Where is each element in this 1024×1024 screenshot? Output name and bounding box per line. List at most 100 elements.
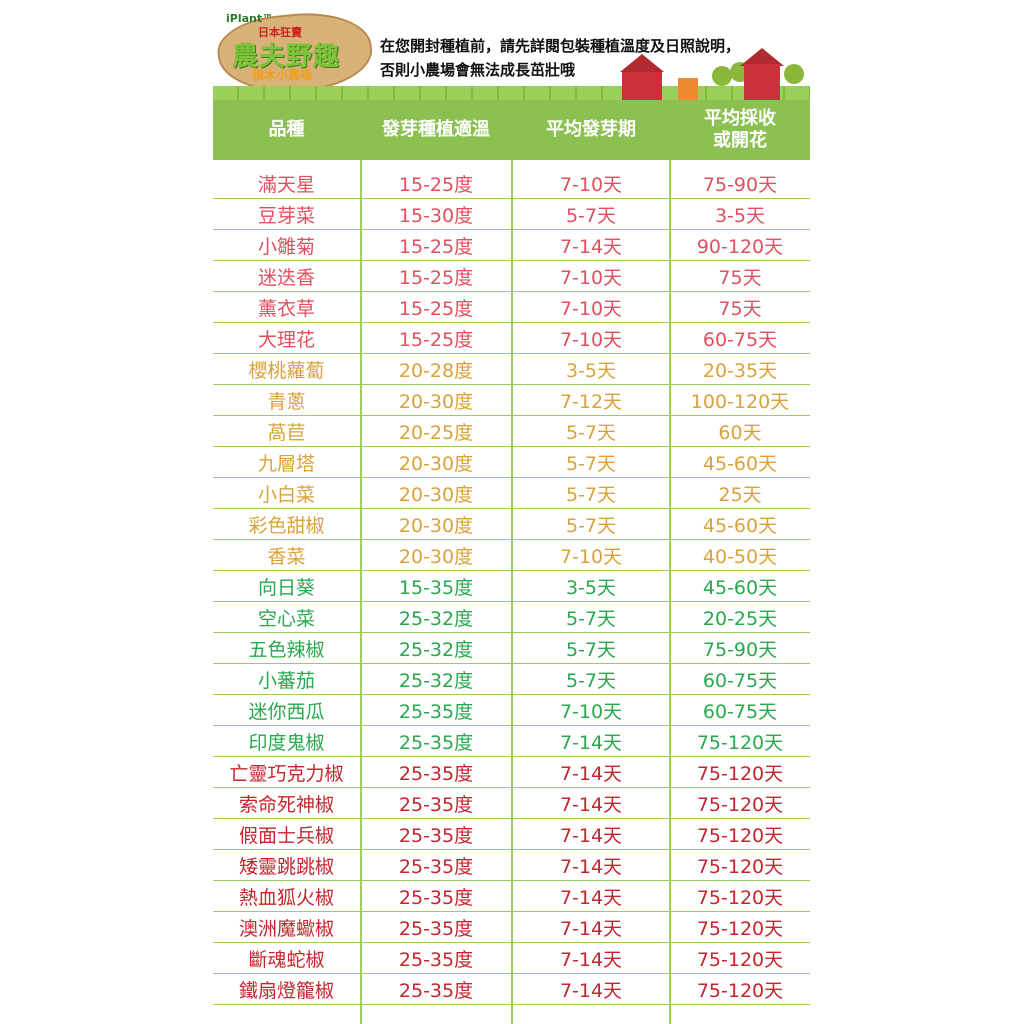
harvest-cell: 75-120天 xyxy=(696,855,784,878)
germination-cell: 5-7天 xyxy=(565,452,617,475)
temperature-cell: 15-30度 xyxy=(398,204,474,227)
harvest-cell: 60-75天 xyxy=(702,328,778,351)
harvest-cell: 75-120天 xyxy=(696,793,784,816)
table-row: 向日葵 15-35度 3-5天 45-60天 xyxy=(213,571,810,602)
variety-cell: 斷魂蛇椒 xyxy=(248,948,325,971)
variety-cell: 熱血狐火椒 xyxy=(238,886,334,909)
harvest-cell: 60-75天 xyxy=(702,700,778,723)
variety-cell: 櫻桃蘿蔔 xyxy=(248,359,325,382)
temperature-cell: 20-30度 xyxy=(398,545,474,568)
harvest-cell: 3-5天 xyxy=(714,204,766,227)
germination-cell: 7-14天 xyxy=(559,824,623,847)
temperature-cell: 20-30度 xyxy=(398,514,474,537)
column-divider xyxy=(360,160,362,1024)
sign-sub-text: 積木小農場 xyxy=(252,68,313,82)
house-roof-icon xyxy=(620,54,664,72)
germination-cell: 5-7天 xyxy=(565,669,617,692)
temperature-cell: 25-32度 xyxy=(398,607,474,630)
variety-cell: 空心菜 xyxy=(257,607,315,630)
variety-cell: 印度鬼椒 xyxy=(248,731,325,754)
germination-cell: 5-7天 xyxy=(565,204,617,227)
germination-cell: 7-14天 xyxy=(559,793,623,816)
notice-line-1: 在您開封種植前，請先詳閱包裝種植溫度及日照說明， xyxy=(380,37,741,55)
harvest-cell: 40-50天 xyxy=(702,545,778,568)
harvest-cell: 75天 xyxy=(718,266,762,289)
temperature-cell: 20-30度 xyxy=(398,483,474,506)
table-row: 亡靈巧克力椒 25-35度 7-14天 75-120天 xyxy=(213,757,810,788)
harvest-cell: 75-120天 xyxy=(696,824,784,847)
harvest-cell: 75-120天 xyxy=(696,731,784,754)
variety-cell: 九層塔 xyxy=(257,452,315,475)
variety-cell: 澳洲魔蠍椒 xyxy=(238,917,334,940)
variety-cell: 萵苣 xyxy=(267,421,306,444)
variety-cell: 五色辣椒 xyxy=(248,638,325,661)
germination-cell: 5-7天 xyxy=(565,638,617,661)
harvest-cell: 45-60天 xyxy=(702,514,778,537)
table-row: 鐵扇燈籠椒 25-35度 7-14天 75-120天 xyxy=(213,974,810,1005)
column-divider xyxy=(511,160,513,1024)
variety-cell: 假面士兵椒 xyxy=(238,824,334,847)
table-row: 豆芽菜 15-30度 5-7天 3-5天 xyxy=(213,199,810,230)
harvest-cell: 75-120天 xyxy=(696,979,784,1002)
harvest-cell: 75-90天 xyxy=(702,638,778,661)
header-germination: 平均發芽期 xyxy=(546,119,636,140)
temperature-cell: 25-32度 xyxy=(398,638,474,661)
temperature-cell: 25-35度 xyxy=(398,700,474,723)
notice-text: 在您開封種植前，請先詳閱包裝種植溫度及日照說明， 否則小農場會無法成長茁壯哦 xyxy=(380,34,740,82)
harvest-cell: 75-90天 xyxy=(702,173,778,196)
table-row: 熱血狐火椒 25-35度 7-14天 75-120天 xyxy=(213,881,810,912)
brand-logo: iPlant™ xyxy=(226,12,274,25)
germination-cell: 7-14天 xyxy=(559,731,623,754)
variety-cell: 亡靈巧克力椒 xyxy=(229,762,344,785)
germination-cell: 5-7天 xyxy=(565,421,617,444)
temperature-cell: 20-25度 xyxy=(398,421,474,444)
grass-border xyxy=(213,86,810,100)
germination-cell: 7-10天 xyxy=(559,297,623,320)
tree-icon xyxy=(712,66,732,86)
temperature-cell: 20-28度 xyxy=(398,359,474,382)
germination-cell: 7-14天 xyxy=(559,855,623,878)
harvest-cell: 75-120天 xyxy=(696,886,784,909)
temperature-cell: 25-35度 xyxy=(398,824,474,847)
germination-cell: 5-7天 xyxy=(565,607,617,630)
temperature-cell: 20-30度 xyxy=(398,452,474,475)
variety-cell: 大理花 xyxy=(257,328,315,351)
table-row: 彩色甜椒 20-30度 5-7天 45-60天 xyxy=(213,509,810,540)
germination-cell: 5-7天 xyxy=(565,483,617,506)
table-row: 五色辣椒 25-32度 5-7天 75-90天 xyxy=(213,633,810,664)
variety-cell: 薰衣草 xyxy=(257,297,315,320)
variety-cell: 迷你西瓜 xyxy=(248,700,325,723)
germination-cell: 7-14天 xyxy=(559,948,623,971)
tree-icon xyxy=(784,64,804,84)
variety-cell: 小蕃茄 xyxy=(257,669,315,692)
harvest-cell: 100-120天 xyxy=(690,390,790,413)
variety-cell: 滿天星 xyxy=(257,173,315,196)
variety-cell: 豆芽菜 xyxy=(257,204,315,227)
table-header: 品種 發芽種植適溫 平均發芽期 平均採收 或開花 xyxy=(213,100,810,160)
harvest-cell: 75-120天 xyxy=(696,948,784,971)
temperature-cell: 25-35度 xyxy=(398,948,474,971)
harvest-cell: 45-60天 xyxy=(702,576,778,599)
sign-main-text: 農夫野趣 xyxy=(232,42,341,72)
temperature-cell: 25-32度 xyxy=(398,669,474,692)
harvest-cell: 60-75天 xyxy=(702,669,778,692)
germination-cell: 7-14天 xyxy=(559,979,623,1002)
table-row: 萵苣 20-25度 5-7天 60天 xyxy=(213,416,810,447)
harvest-cell: 45-60天 xyxy=(702,452,778,475)
temperature-cell: 25-35度 xyxy=(398,731,474,754)
temperature-cell: 25-35度 xyxy=(398,886,474,909)
temperature-cell: 15-25度 xyxy=(398,173,474,196)
house-icon xyxy=(622,72,662,100)
germination-cell: 7-14天 xyxy=(559,762,623,785)
harvest-cell: 20-35天 xyxy=(702,359,778,382)
variety-cell: 小雛菊 xyxy=(257,235,315,258)
germination-cell: 7-10天 xyxy=(559,328,623,351)
temperature-cell: 15-35度 xyxy=(398,576,474,599)
germination-cell: 7-10天 xyxy=(559,173,623,196)
variety-cell: 青蔥 xyxy=(267,390,306,413)
temperature-cell: 15-25度 xyxy=(398,235,474,258)
temperature-cell: 25-35度 xyxy=(398,793,474,816)
germination-cell: 7-12天 xyxy=(559,390,623,413)
variety-cell: 索命死神椒 xyxy=(238,793,334,816)
germination-cell: 7-14天 xyxy=(559,235,623,258)
